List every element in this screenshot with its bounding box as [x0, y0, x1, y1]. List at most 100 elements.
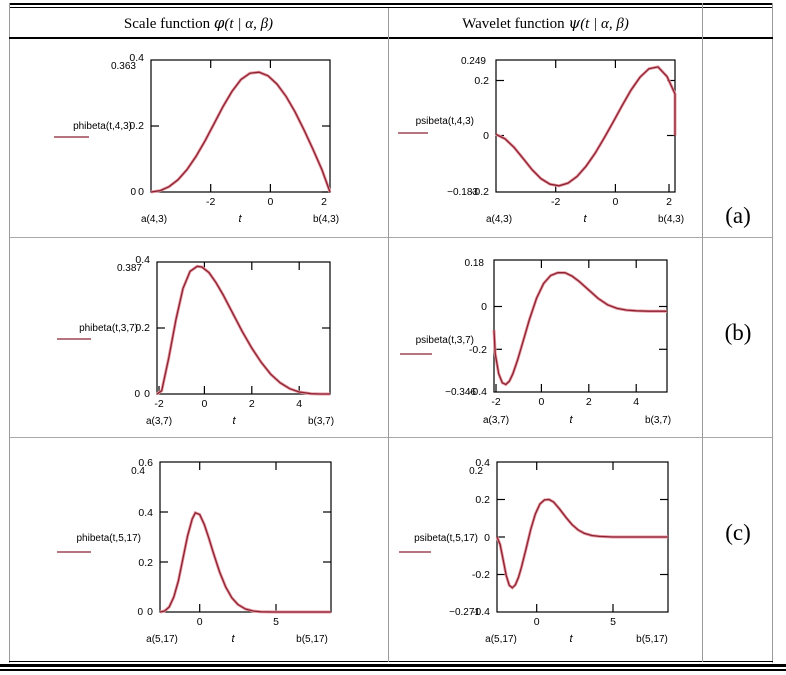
row-b-separator-rule — [9, 437, 773, 438]
ytick-b-scale-1: 0.2 — [135, 322, 150, 334]
xaxis-label-b-scale: t — [232, 415, 236, 427]
xaxis-label-c-scale: t — [231, 633, 235, 644]
table-top-border-inner — [9, 7, 773, 8]
ymin-annot-b-scale: 0 — [134, 389, 140, 400]
xleft-label-a-wavelet: a(4,3) — [486, 214, 512, 225]
ymax-annot-b-wavelet: 0.18 — [465, 258, 485, 269]
xtick-a-scale-0: -2 — [206, 196, 215, 208]
psi-symbol: ψ — [568, 14, 581, 32]
ytick-b-wavelet-1: -0.2 — [469, 344, 487, 356]
ytick-b-wavelet-2: 0 — [481, 301, 487, 313]
xtick-a-wavelet-2: 2 — [666, 196, 672, 208]
ymin-annot-a-scale: 0 — [130, 187, 136, 198]
ytick-c-wavelet-3: 0.2 — [475, 494, 490, 506]
plot-a-wavelet: -0.2 0 0.2 0.249 −0.183 -2 0 2 psibeta(t… — [394, 44, 704, 230]
case-label-a: (a) — [725, 203, 751, 228]
ytick-a-wavelet-1: 0 — [483, 130, 489, 142]
ytick-a-wavelet-0: -0.2 — [471, 186, 489, 198]
ytick-c-wavelet-4: 0.4 — [475, 457, 490, 469]
xtick-b-wavelet-3: 4 — [633, 396, 639, 408]
xleft-label-b-wavelet: a(3,7) — [483, 415, 509, 426]
page-bottom-border-1 — [0, 664, 786, 667]
page-bottom-border-2 — [0, 669, 786, 671]
column-divider-1 — [388, 8, 389, 662]
plot-frame-a-scale — [150, 59, 331, 193]
wavelet-header-args: (t | α, β) — [580, 16, 629, 32]
ymin-annot-a-wavelet: −0.183 — [447, 187, 478, 198]
xtick-a-scale-1: 0 — [267, 196, 273, 208]
row-a-separator-rule — [9, 237, 773, 238]
plot-a-scale: 0 0.2 0.4 0.363 0 -2 0 2 phibeta(t,4,3) … — [14, 44, 384, 230]
plot-c-wavelet: -0.4 -0.2 0 0.2 0.4 0.2 −0.271 0 5 psibe… — [394, 444, 704, 644]
series-label-a-scale: phibeta(t,4,3) — [73, 121, 132, 132]
xright-label-b-wavelet: b(3,7) — [645, 415, 671, 426]
ymin-annot-c-scale: 0 — [137, 607, 143, 618]
case-label-c: (c) — [725, 520, 751, 545]
xtick-b-wavelet-0: -2 — [491, 396, 500, 408]
xright-label-c-wavelet: b(5,17) — [636, 634, 668, 644]
ytick-c-wavelet-0: -0.4 — [472, 606, 490, 618]
ymax-annot-c-wavelet: 0.2 — [469, 466, 483, 477]
series-label-b-scale: phibeta(t,3,7) — [79, 323, 138, 334]
xaxis-label-a-scale: t — [238, 213, 242, 225]
table-bottom-border-inner — [9, 661, 773, 662]
xleft-label-a-scale: a(4,3) — [141, 214, 167, 225]
xtick-a-wavelet-1: 0 — [612, 196, 618, 208]
ymin-annot-b-wavelet: −0.346 — [445, 387, 476, 398]
scale-header-args: (t | α, β) — [224, 16, 274, 32]
column-header-scale-function: Scale function φ(t | α, β) — [9, 11, 388, 35]
xtick-b-wavelet-2: 2 — [586, 396, 592, 408]
xleft-label-c-wavelet: a(5,17) — [485, 634, 517, 644]
xaxis-label-c-wavelet: t — [569, 633, 573, 644]
ytick-b-scale-2: 0.4 — [135, 254, 150, 266]
xleft-label-c-scale: a(5,17) — [146, 634, 178, 644]
column-divider-2 — [702, 3, 703, 662]
ytick-c-scale-3: 0.6 — [138, 457, 153, 469]
series-label-a-wavelet: psibeta(t,4,3) — [416, 116, 474, 127]
ymin-annot-c-wavelet: −0.271 — [449, 607, 480, 618]
xtick-b-wavelet-1: 0 — [538, 396, 544, 408]
ytick-a-scale-2: 0.4 — [129, 52, 144, 64]
ytick-c-wavelet-2: 0 — [484, 532, 490, 544]
ytick-c-scale-1: 0.2 — [138, 557, 153, 569]
ymax-annot-a-wavelet: 0.249 — [461, 56, 486, 67]
phi-symbol: φ — [213, 14, 225, 32]
xright-label-c-scale: b(5,17) — [296, 634, 328, 644]
ytick-c-scale-2: 0.4 — [138, 507, 153, 519]
xaxis-label-b-wavelet: t — [569, 414, 573, 426]
ytick-c-wavelet-1: -0.2 — [472, 569, 490, 581]
xtick-c-scale-0: 0 — [197, 616, 203, 628]
table-frame — [9, 3, 773, 663]
xtick-b-scale-0: -2 — [154, 398, 163, 410]
plot-c-scale: 0 0.2 0.4 0.6 0.4 0 0 5 phibeta(t,5,17) … — [14, 444, 384, 644]
scale-header-prefix: Scale function — [123, 16, 211, 32]
plot-frame-b-scale — [156, 261, 331, 395]
plot-frame-c-scale — [159, 461, 332, 613]
ymax-annot-a-scale: 0.363 — [111, 61, 136, 72]
plot-b-scale: 0 0.2 0.4 0.387 0 -2 0 2 4 phibeta(t,3,7… — [14, 244, 384, 434]
xtick-a-wavelet-0: -2 — [551, 196, 560, 208]
xtick-b-scale-3: 4 — [296, 398, 302, 410]
case-label-b: (b) — [724, 320, 752, 345]
ytick-a-wavelet-2: 0.2 — [474, 75, 489, 87]
plot-frame-a-wavelet — [495, 59, 676, 193]
xtick-c-wavelet-1: 5 — [610, 616, 616, 628]
xtick-b-scale-1: 0 — [201, 398, 207, 410]
xtick-a-scale-2: 2 — [321, 196, 327, 208]
plot-frame-b-wavelet — [493, 259, 668, 393]
xaxis-label-a-wavelet: t — [583, 213, 587, 225]
column-header-wavelet-function: Wavelet function ψ(t | α, β) — [389, 11, 702, 35]
ytick-b-wavelet-0: -0.4 — [469, 386, 487, 398]
table-top-border-outer — [9, 3, 773, 5]
ytick-c-scale-0: 0 — [147, 606, 153, 618]
series-label-b-wavelet: psibeta(t,3,7) — [416, 335, 474, 346]
series-label-c-wavelet: psibeta(t,5,17) — [414, 533, 478, 544]
xtick-c-scale-1: 5 — [273, 616, 279, 628]
xleft-label-b-scale: a(3,7) — [146, 416, 172, 427]
ymax-annot-c-scale: 0.4 — [131, 466, 145, 477]
series-label-c-scale: phibeta(t,5,17) — [77, 533, 142, 544]
ytick-a-scale-0: 0 — [138, 186, 144, 198]
xright-label-a-scale: b(4,3) — [313, 214, 339, 225]
ytick-b-scale-0: 0 — [144, 388, 150, 400]
